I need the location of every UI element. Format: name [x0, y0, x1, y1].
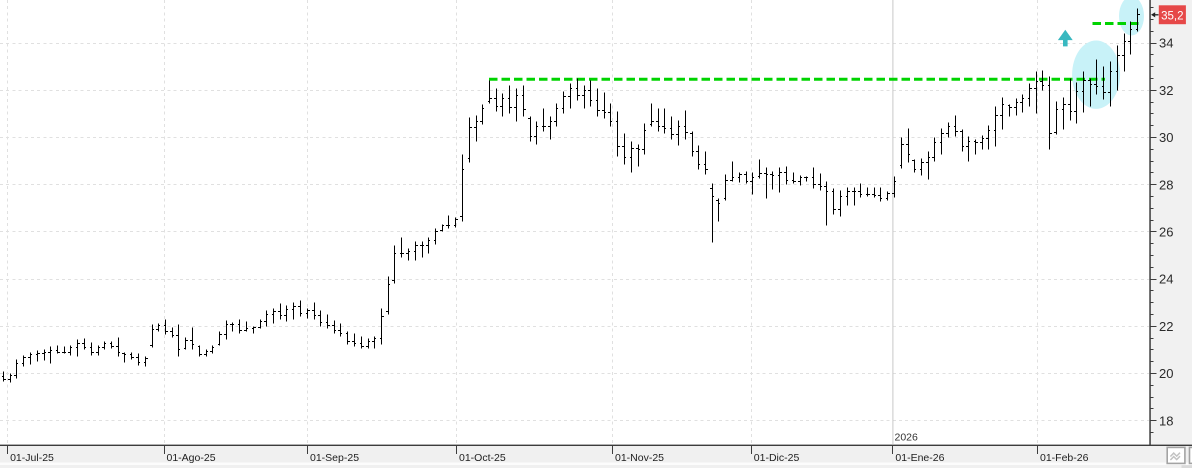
svg-text:30: 30 [1159, 130, 1173, 145]
svg-text:01-Dic-25: 01-Dic-25 [754, 452, 800, 464]
svg-text:18: 18 [1159, 413, 1173, 428]
svg-text:32: 32 [1159, 83, 1173, 98]
svg-text:20: 20 [1159, 366, 1173, 381]
svg-text:24: 24 [1159, 272, 1173, 287]
svg-text:2026: 2026 [895, 432, 919, 444]
svg-text:26: 26 [1159, 225, 1173, 240]
svg-text:34: 34 [1159, 36, 1173, 51]
svg-text:01-Nov-25: 01-Nov-25 [615, 452, 664, 464]
svg-text:35,2: 35,2 [1161, 10, 1183, 22]
svg-text:22: 22 [1159, 319, 1173, 334]
svg-text:01-Ene-26: 01-Ene-26 [895, 452, 944, 464]
svg-text:01-Ago-25: 01-Ago-25 [167, 452, 216, 464]
svg-text:01-Jul-25: 01-Jul-25 [10, 452, 54, 464]
svg-text:01-Sep-25: 01-Sep-25 [310, 452, 359, 464]
svg-text:28: 28 [1159, 177, 1173, 192]
svg-text:01-Feb-26: 01-Feb-26 [1040, 452, 1089, 464]
svg-text:01-Oct-25: 01-Oct-25 [459, 452, 506, 464]
